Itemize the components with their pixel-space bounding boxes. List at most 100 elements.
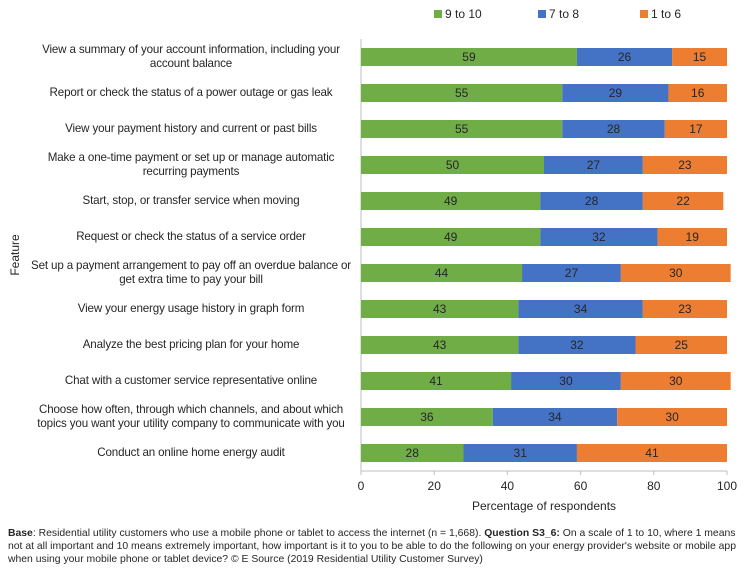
data-label: 55 xyxy=(455,86,469,100)
data-label: 23 xyxy=(678,302,692,316)
bar-segment xyxy=(562,120,665,138)
x-tick-label: 0 xyxy=(358,479,365,493)
data-label: 41 xyxy=(645,446,659,460)
category-label: Choose how often, through which channels… xyxy=(37,403,345,430)
data-label: 43 xyxy=(433,338,447,352)
category-label: Start, stop, or transfer service when mo… xyxy=(82,194,300,207)
footnote: Base: Residential utility customers who … xyxy=(8,527,746,566)
bar-segment xyxy=(562,84,669,102)
bar-segment xyxy=(635,336,727,354)
bar-segment xyxy=(511,372,621,390)
data-label: 55 xyxy=(455,122,469,136)
data-label: 50 xyxy=(446,158,460,172)
category-label: Report or check the status of a power ou… xyxy=(49,86,333,99)
bar-segment xyxy=(617,408,727,426)
bar-segment xyxy=(361,444,464,462)
bar-segment xyxy=(361,264,523,282)
data-label: 23 xyxy=(678,158,692,172)
data-label: 32 xyxy=(592,230,606,244)
bar-segment xyxy=(492,408,618,426)
bar-segment xyxy=(518,336,636,354)
data-label: 32 xyxy=(570,338,584,352)
bar-segment xyxy=(642,156,727,174)
data-label: 41 xyxy=(429,374,443,388)
legend-swatch xyxy=(434,10,442,18)
data-label: 44 xyxy=(435,266,449,280)
bar-segment xyxy=(361,336,519,354)
x-tick-label: 80 xyxy=(647,479,661,493)
data-label: 19 xyxy=(686,230,700,244)
bar-segment xyxy=(540,228,658,246)
bar-segment xyxy=(463,444,577,462)
footnote-base-label: Base xyxy=(8,528,33,539)
data-label: 43 xyxy=(433,302,447,316)
footnote-question-label: Question S3_6: xyxy=(484,528,560,539)
data-label: 30 xyxy=(665,410,679,424)
data-label: 26 xyxy=(618,50,632,64)
bar-segment xyxy=(642,192,724,210)
bar-segment xyxy=(544,156,643,174)
data-label: 22 xyxy=(676,194,690,208)
legend-swatch xyxy=(640,10,648,18)
bar-segment xyxy=(540,192,643,210)
category-label: Chat with a customer service representat… xyxy=(64,374,318,387)
footnote-base-text: : Residential utility customers who use … xyxy=(32,528,482,539)
data-label: 31 xyxy=(514,446,528,460)
bar-segment xyxy=(361,192,541,210)
bar-segment xyxy=(620,372,731,390)
data-label: 16 xyxy=(691,86,705,100)
data-label: 15 xyxy=(693,50,707,64)
data-label: 28 xyxy=(406,446,420,460)
bar-segment xyxy=(518,300,643,318)
bar-segment xyxy=(576,48,673,66)
data-label: 28 xyxy=(585,194,599,208)
category-label: Analyze the best pricing plan for your h… xyxy=(82,338,300,351)
category-label: Set up a payment arrangement to pay off … xyxy=(31,259,351,286)
data-label: 17 xyxy=(689,122,703,136)
data-label: 30 xyxy=(669,374,683,388)
legend-label: 1 to 6 xyxy=(651,7,681,21)
data-label: 27 xyxy=(587,158,601,172)
bar-segment xyxy=(522,264,621,282)
bar-segment xyxy=(664,120,727,138)
x-tick-label: 40 xyxy=(501,479,515,493)
data-label: 30 xyxy=(669,266,683,280)
data-label: 30 xyxy=(559,374,573,388)
bar-segment xyxy=(620,264,731,282)
bar-segment xyxy=(642,300,727,318)
data-label: 25 xyxy=(675,338,689,352)
data-label: 49 xyxy=(444,194,458,208)
bar-segment xyxy=(657,228,727,246)
category-label: Make a one-time payment or set up or man… xyxy=(47,151,335,178)
bar-segment xyxy=(576,444,727,462)
x-tick-label: 60 xyxy=(574,479,588,493)
y-axis-label: Feature xyxy=(8,234,22,276)
category-label: View your energy usage history in graph … xyxy=(77,302,305,315)
bar-segment xyxy=(668,84,727,102)
bar-segment xyxy=(361,48,577,66)
data-label: 59 xyxy=(462,50,476,64)
bar-segment xyxy=(361,228,541,246)
data-label: 34 xyxy=(548,410,562,424)
category-label: View your payment history and current or… xyxy=(65,122,317,135)
bar-segment xyxy=(361,300,519,318)
bar-segment xyxy=(672,48,727,66)
legend-label: 9 to 10 xyxy=(445,7,482,21)
data-label: 29 xyxy=(609,86,623,100)
data-label: 49 xyxy=(444,230,458,244)
x-axis-label: Percentage of respondents xyxy=(472,499,616,513)
category-label: Request or check the status of a service… xyxy=(76,230,306,243)
bar-segment xyxy=(361,84,563,102)
category-label: View a summary of your account informati… xyxy=(42,43,340,70)
bar-segment xyxy=(361,408,493,426)
data-label: 36 xyxy=(420,410,434,424)
data-label: 27 xyxy=(565,266,579,280)
category-label: Conduct an online home energy audit xyxy=(97,446,285,459)
bar-segment xyxy=(361,372,512,390)
data-label: 34 xyxy=(574,302,588,316)
legend-label: 7 to 8 xyxy=(549,7,579,21)
footnote-question-text: On a scale of 1 to 10, where 1 means not… xyxy=(8,528,736,565)
x-tick-label: 100 xyxy=(717,479,737,493)
